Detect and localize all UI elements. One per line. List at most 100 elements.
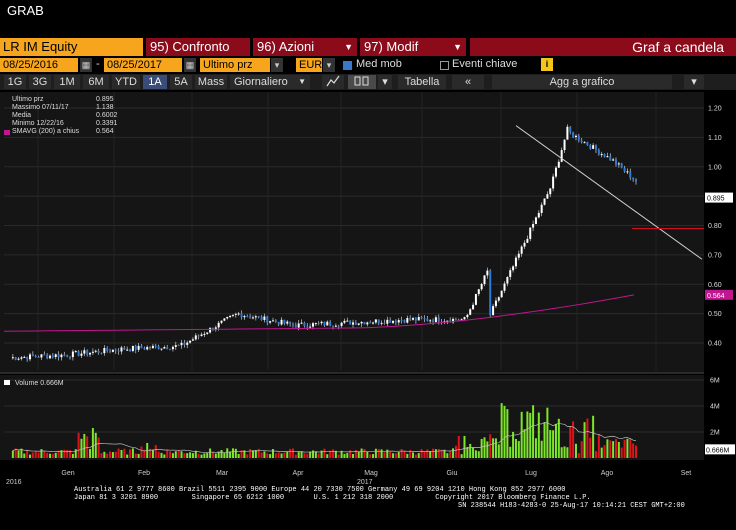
volume-bar (271, 449, 274, 458)
volume-bar (414, 454, 417, 458)
candle-body (520, 246, 523, 254)
candle-body (169, 349, 172, 351)
volume-bar (211, 451, 214, 458)
candle-body (74, 351, 77, 353)
volume-tag-bg (705, 444, 735, 455)
candle-body (352, 322, 355, 325)
ytick-label: 1.00 (708, 164, 722, 171)
info-icon[interactable]: i (541, 58, 553, 71)
volume-bar (326, 454, 329, 458)
volume-bar (260, 452, 263, 458)
calendar-icon[interactable]: ▦ (80, 58, 92, 72)
candle-body (269, 321, 272, 323)
candle-body (234, 313, 237, 315)
med-mob-checkbox[interactable] (343, 61, 352, 70)
volume-bar (34, 450, 37, 458)
volume-bar (426, 449, 429, 458)
menu-modif[interactable]: 97) Modif ▼ (360, 38, 466, 56)
ticker-field[interactable]: LR IM Equity (0, 38, 143, 56)
volume-bar (477, 451, 480, 458)
candle-body (191, 339, 194, 341)
double-chevron-left-icon[interactable]: « (452, 75, 484, 89)
volume-bar (191, 453, 194, 458)
table-button[interactable]: Tabella (398, 75, 446, 89)
candle-body (11, 357, 14, 359)
volume-avg-line (12, 422, 637, 453)
chart-style-icon[interactable] (348, 75, 376, 89)
candle-body (94, 350, 97, 352)
candle-body (509, 270, 512, 277)
interval-select[interactable]: Giornaliero ▼ (230, 75, 310, 89)
chevron-down-icon[interactable]: ▾ (684, 75, 704, 89)
candle-body (549, 188, 552, 195)
eventi-checkbox[interactable] (440, 61, 449, 70)
candle-body (309, 326, 312, 328)
volume-bar (217, 451, 220, 458)
volume-bar (540, 440, 543, 458)
tab-1m[interactable]: 1M (54, 75, 80, 89)
volume-bar (526, 411, 529, 458)
volume-bar (463, 435, 466, 458)
candle-body (54, 354, 57, 358)
volume-bar (163, 454, 166, 458)
tab-6m[interactable]: 6M (83, 75, 109, 89)
candle-body (429, 320, 432, 322)
legend-row-sma: SMAVG (200) a chius 0.564 (4, 128, 118, 136)
candle-body (574, 135, 577, 138)
volume-bar (229, 451, 232, 458)
candle-body (326, 321, 329, 326)
candle-body (532, 224, 535, 228)
tab-1g[interactable]: 1G (4, 75, 26, 89)
menu-azioni[interactable]: 96) Azioni ▼ (253, 38, 357, 56)
candle-body (194, 335, 197, 340)
volume-bar (626, 438, 629, 458)
tab-mass[interactable]: Mass (195, 75, 227, 89)
end-date-input[interactable]: 08/25/2017 (104, 58, 182, 72)
candle-body (66, 354, 69, 357)
currency-select[interactable]: EUR (296, 58, 322, 72)
candle-body (552, 176, 555, 189)
candle-body (609, 156, 612, 161)
price-field-select[interactable]: Ultimo prz (200, 58, 270, 72)
candle-body (366, 322, 369, 325)
tab-ytd[interactable]: YTD (112, 75, 140, 89)
start-date-input[interactable]: 08/25/2016 (0, 58, 78, 72)
volume-bar (366, 451, 369, 458)
candle-body (389, 319, 392, 323)
xtick-label: Set (681, 470, 692, 477)
ytick-label: 1.10 (708, 135, 722, 142)
volume-bar (66, 449, 69, 458)
candle-body (454, 318, 457, 320)
chevron-down-icon[interactable]: ▾ (271, 58, 283, 72)
volume-legend: Volume 0.666M (4, 380, 64, 387)
volume-bar (31, 452, 34, 458)
calendar-icon[interactable]: ▦ (184, 58, 196, 72)
candle-body (534, 217, 537, 225)
candle-body (231, 314, 234, 316)
candle-body (189, 340, 192, 343)
tab-1a[interactable]: 1A (143, 75, 167, 89)
line-tool-icon[interactable] (322, 75, 344, 89)
candle-body (291, 323, 294, 326)
menu-confronto[interactable]: 95) Confronto (146, 38, 250, 56)
candle-body (503, 283, 506, 291)
candle-body (623, 167, 626, 172)
volume-bar (306, 453, 309, 458)
chevron-down-icon[interactable]: ▾ (378, 75, 392, 89)
candle-body (286, 321, 289, 324)
volume-bar (149, 448, 152, 458)
candle-body (506, 276, 509, 284)
tab-5a[interactable]: 5A (170, 75, 192, 89)
volume-bar (480, 438, 483, 458)
volume-bar (449, 451, 452, 458)
add-to-chart-button[interactable]: Agg a grafico (492, 75, 672, 89)
volume-bar (237, 453, 240, 458)
candle-body (226, 317, 229, 319)
candle-body (620, 163, 623, 168)
candle-body (403, 320, 406, 323)
tab-3g[interactable]: 3G (29, 75, 51, 89)
volume-bar (469, 443, 472, 458)
candle-body (129, 349, 132, 352)
candle-body (394, 320, 397, 323)
chevron-down-icon[interactable]: ▾ (323, 58, 335, 72)
